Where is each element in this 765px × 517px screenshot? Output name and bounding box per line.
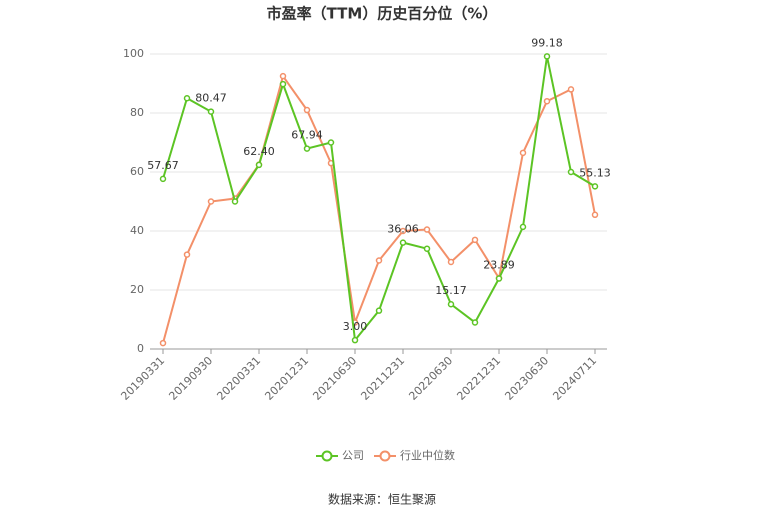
point <box>423 245 431 252</box>
x-tick-label: 20190331 <box>118 354 167 403</box>
point <box>519 223 527 231</box>
y-tick-label: 20 <box>130 283 144 296</box>
chart-title: 市盈率（TTM）历史百分位（%） <box>267 5 498 23</box>
point <box>543 53 551 60</box>
point <box>567 86 575 93</box>
x-tick-label: 20210630 <box>310 354 359 403</box>
y-tick-label: 0 <box>137 342 144 355</box>
point <box>255 161 263 169</box>
x-tick-label: 20240711 <box>550 354 599 403</box>
point <box>303 106 311 114</box>
point <box>423 226 431 233</box>
point <box>207 108 215 115</box>
data-label: 67.94 <box>291 129 323 142</box>
data-label: 62.40 <box>243 145 275 158</box>
point <box>567 168 575 176</box>
data-label: 3.00 <box>343 320 368 333</box>
point <box>183 95 191 102</box>
data-label: 80.47 <box>195 92 227 105</box>
series-line <box>162 73 596 344</box>
data-label: 99.18 <box>531 36 563 49</box>
x-tick-label: 20220630 <box>406 354 455 403</box>
point <box>495 275 503 282</box>
point <box>159 339 167 347</box>
point <box>351 336 359 344</box>
legend-marker <box>321 450 333 462</box>
point <box>591 211 599 219</box>
point <box>591 183 599 190</box>
x-tick-label: 20211231 <box>358 354 407 403</box>
data-label: 36.06 <box>387 223 419 236</box>
point <box>183 251 191 258</box>
point <box>399 227 407 235</box>
x-tick-label: 20221231 <box>454 354 503 403</box>
y-tick-label: 40 <box>130 224 144 237</box>
point <box>231 198 239 205</box>
y-tick-label: 100 <box>123 47 144 60</box>
point <box>399 239 407 246</box>
point <box>447 258 455 266</box>
point <box>279 80 287 88</box>
point <box>447 300 455 308</box>
y-tick-label: 60 <box>130 165 144 178</box>
y-tick-label: 80 <box>130 106 144 119</box>
point <box>375 257 383 264</box>
legend-label: 公司 <box>342 449 364 462</box>
point <box>207 198 215 205</box>
x-tick-label: 20190930 <box>166 354 215 403</box>
point <box>375 307 383 314</box>
legend-marker <box>379 450 391 462</box>
x-tick-label: 20200331 <box>214 354 263 403</box>
data-label: 23.89 <box>483 259 515 272</box>
source: 数据来源：恒生聚源 <box>328 492 436 507</box>
data-label: 55.13 <box>579 166 611 179</box>
x-tick-label: 20230630 <box>502 354 551 403</box>
point <box>519 149 527 157</box>
point <box>543 97 551 105</box>
point <box>471 319 479 326</box>
point <box>279 72 287 80</box>
x-tick-label: 20201231 <box>262 354 311 403</box>
point <box>471 236 479 244</box>
legend-label: 行业中位数 <box>400 448 455 462</box>
point <box>327 139 335 146</box>
data-label: 15.17 <box>435 284 467 297</box>
point <box>159 175 167 183</box>
series-line <box>162 56 596 343</box>
data-label: 57.67 <box>147 159 179 172</box>
point <box>303 145 311 152</box>
